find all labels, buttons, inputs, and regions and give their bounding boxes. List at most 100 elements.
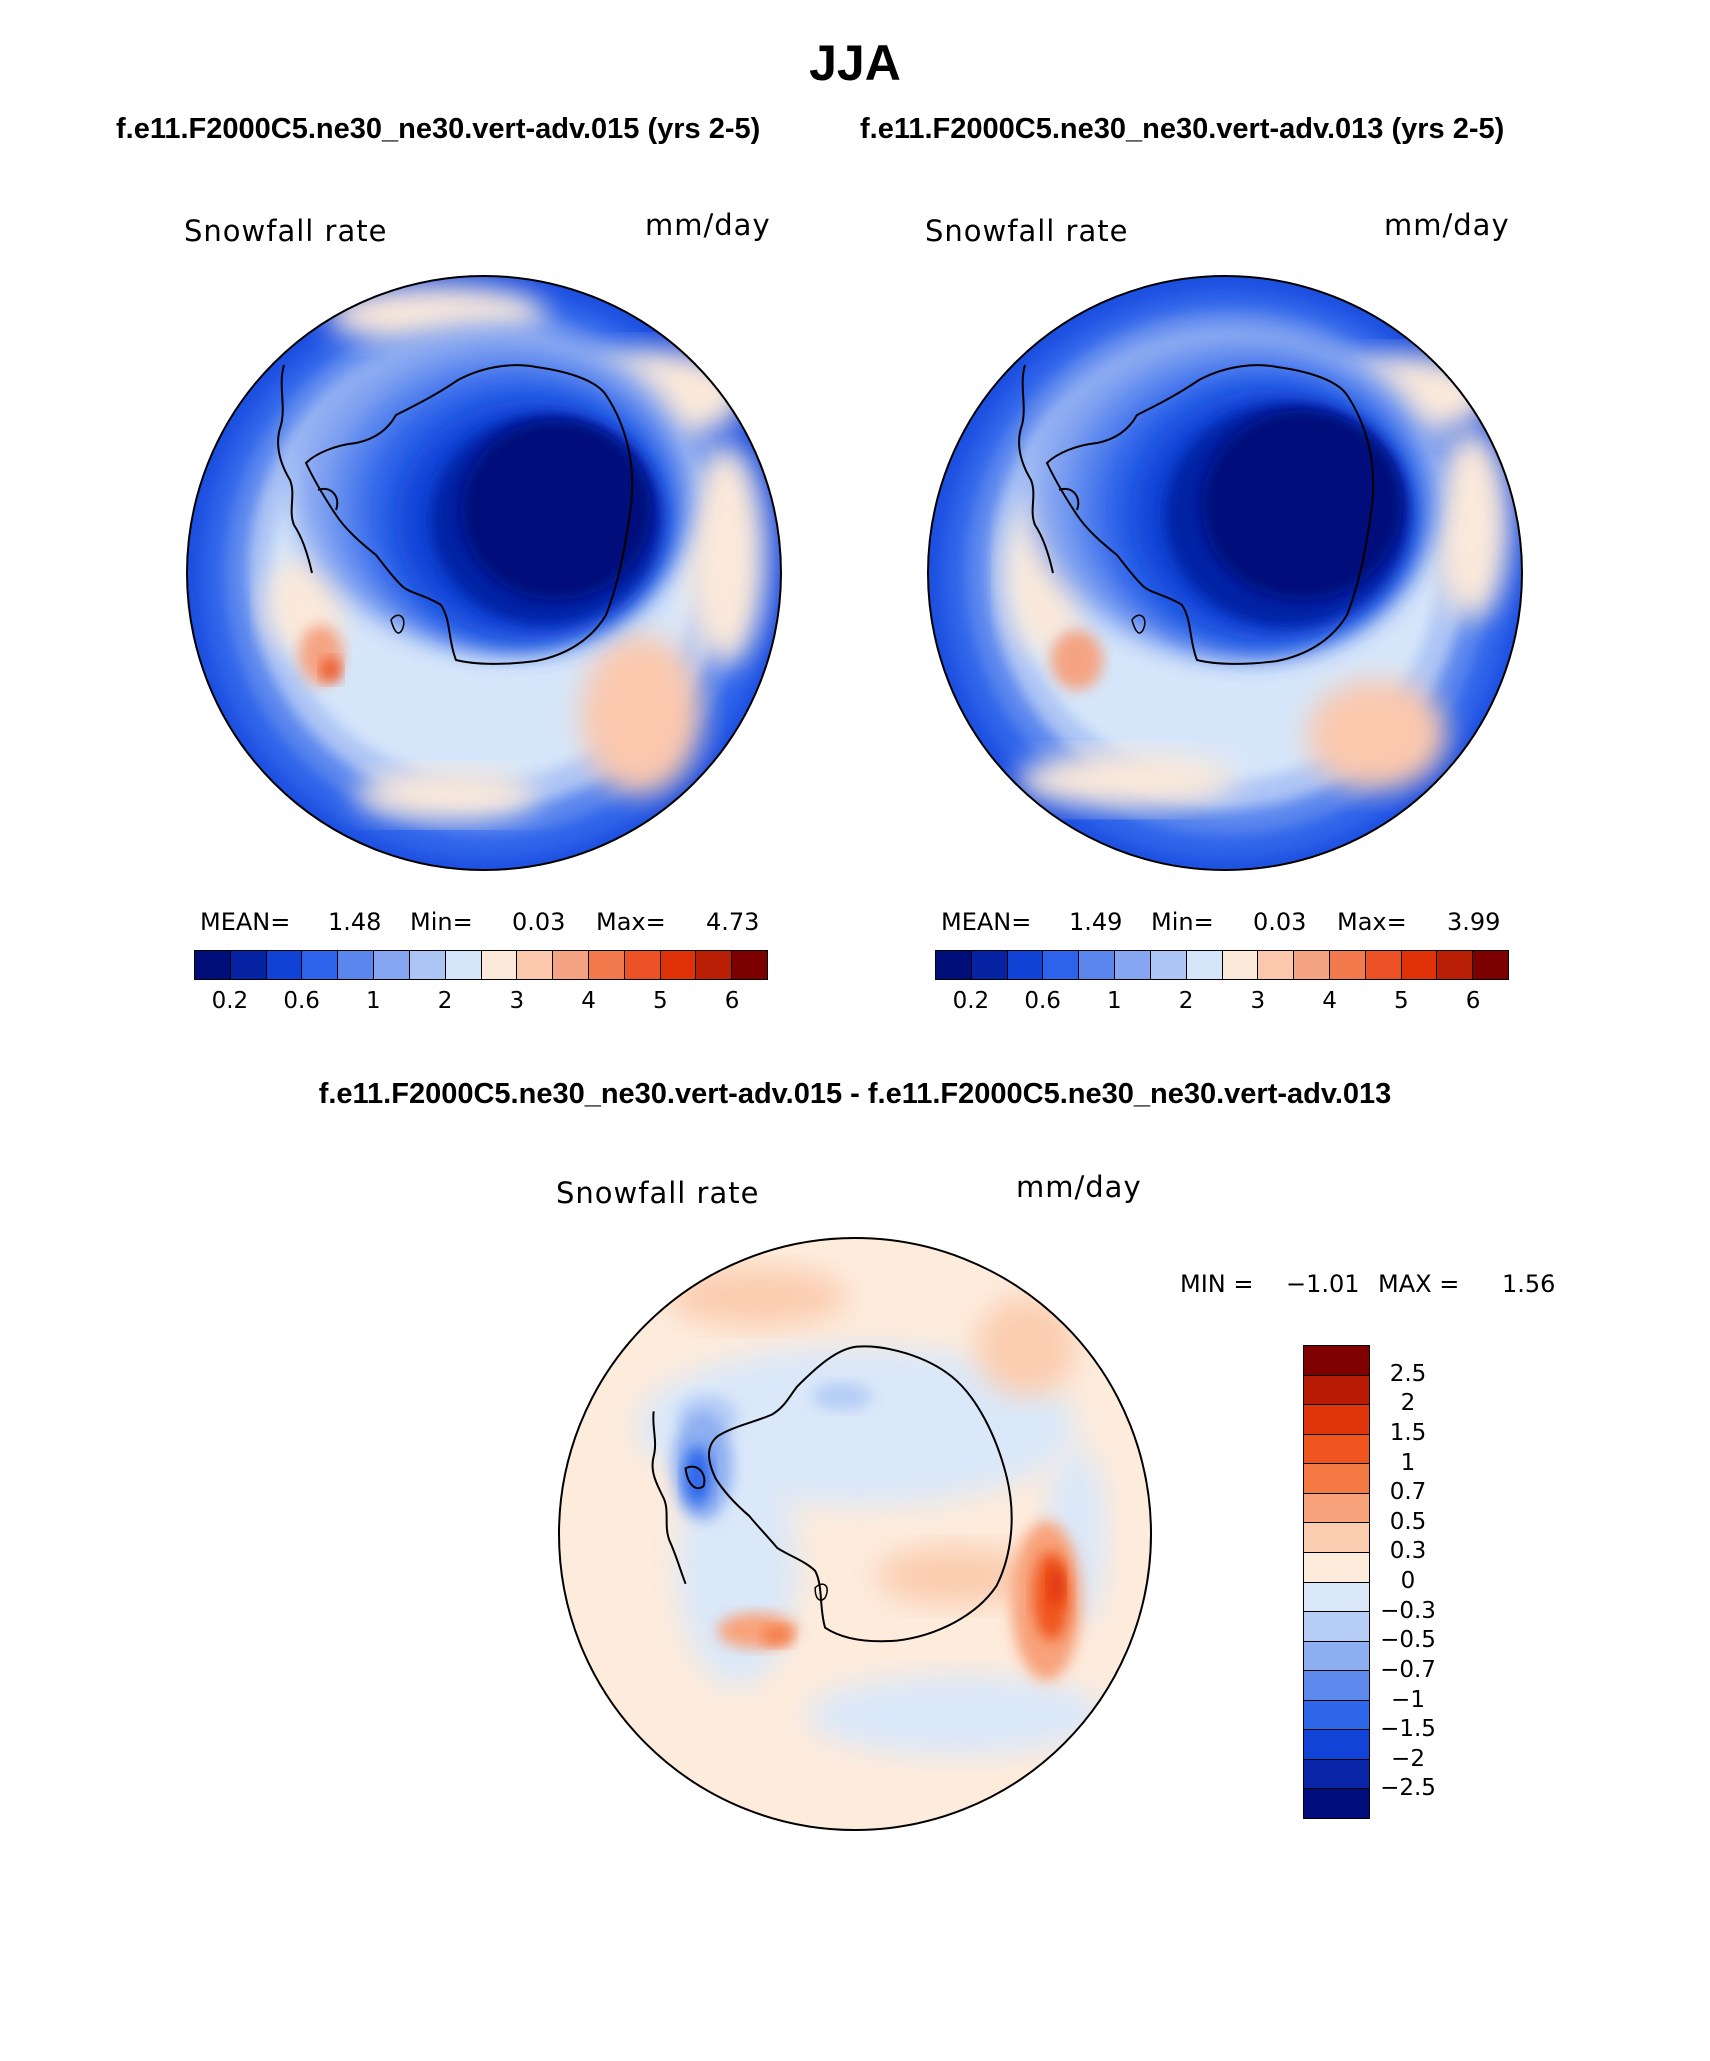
- colorbar-tick-label: 3: [1250, 988, 1266, 1014]
- colorbar-tick-label: −1.5: [1380, 1716, 1436, 1743]
- colorbar-swatch: [374, 951, 410, 979]
- colorbar-swatch: [732, 951, 767, 979]
- colorbar-swatch: [1186, 951, 1223, 979]
- colorbar-tick-label: 0.2: [952, 988, 990, 1014]
- colorbar-swatch: [1043, 951, 1080, 979]
- panel1-units: mm/day: [645, 208, 771, 242]
- colorbar-swatch: [1304, 1700, 1369, 1731]
- colorbar-swatch: [1304, 1612, 1369, 1642]
- panel1-variable: Snowfall rate: [184, 214, 388, 248]
- diff-max-label: MAX =: [1378, 1270, 1460, 1298]
- panel2-max-value: 3.99: [1447, 908, 1501, 936]
- colorbar-tick-label: 3: [509, 988, 525, 1014]
- colorbar-swatch: [1150, 951, 1187, 979]
- colorbar-swatch: [1115, 951, 1151, 979]
- colorbar-tick-label: 0: [1400, 1568, 1416, 1594]
- colorbar-swatch: [1401, 951, 1438, 979]
- colorbar-tick-label: 0.2: [211, 988, 249, 1014]
- colorbar-swatch: [1304, 1405, 1369, 1435]
- colorbar-tick-label: −2.5: [1380, 1775, 1436, 1802]
- colorbar-swatch: [1304, 1552, 1369, 1583]
- panel1-max-label: Max=: [596, 908, 666, 936]
- colorbar-swatch: [1437, 951, 1474, 979]
- colorbar-swatch: [1304, 1493, 1369, 1524]
- colorbar-tick-label: 0.7: [1389, 1479, 1427, 1506]
- panel2-max-label: Max=: [1337, 908, 1407, 936]
- case-left-title: f.e11.F2000C5.ne30_ne30.vert-adv.015 (yr…: [116, 113, 761, 145]
- colorbar-swatch: [445, 951, 482, 979]
- colorbar-swatch: [409, 951, 446, 979]
- colorbar-swatch: [936, 951, 972, 979]
- colorbar-swatch: [1222, 951, 1259, 979]
- colorbar-tick-label: 6: [1465, 988, 1481, 1014]
- colorbar-tick-label: 2.5: [1389, 1360, 1427, 1387]
- colorbar-swatch: [1258, 951, 1295, 979]
- panel2-units: mm/day: [1384, 208, 1510, 242]
- colorbar-swatch: [481, 951, 518, 979]
- panel1-colorbar: [194, 950, 768, 980]
- panel1-min-value: 0.03: [512, 908, 566, 936]
- colorbar-tick-label: −0.7: [1380, 1656, 1436, 1683]
- colorbar-swatch: [517, 951, 554, 979]
- colorbar-swatch: [266, 951, 303, 979]
- colorbar-tick-label: 0.5: [1389, 1508, 1427, 1535]
- panel2-variable: Snowfall rate: [925, 214, 1129, 248]
- colorbar-tick-label: 1: [1107, 988, 1122, 1014]
- colorbar-swatch: [553, 951, 589, 979]
- colorbar-swatch: [1304, 1523, 1369, 1553]
- colorbar-tick-label: 0.3: [1389, 1538, 1427, 1565]
- colorbar-tick-label: −2: [1391, 1745, 1425, 1772]
- colorbar-tick-label: 5: [653, 988, 668, 1014]
- diff-title: f.e11.F2000C5.ne30_ne30.vert-adv.015 - f…: [318, 1078, 1392, 1110]
- colorbar-swatch: [660, 951, 697, 979]
- diff-colorbar: [1303, 1345, 1370, 1819]
- colorbar-swatch: [1294, 951, 1330, 979]
- panel2-map: [927, 275, 1523, 871]
- colorbar-swatch: [1304, 1671, 1369, 1701]
- colorbar-swatch: [1304, 1434, 1369, 1465]
- colorbar-swatch: [1007, 951, 1044, 979]
- colorbar-tick-label: 2: [1400, 1390, 1416, 1417]
- colorbar-tick-label: 5: [1394, 988, 1409, 1014]
- season-title: JJA: [809, 35, 901, 91]
- colorbar-swatch: [1304, 1582, 1369, 1613]
- panel1-map: [186, 275, 782, 871]
- panel2-min-value: 0.03: [1253, 908, 1307, 936]
- panel2-mean-label: MEAN=: [941, 908, 1032, 936]
- colorbar-tick-label: −0.5: [1380, 1627, 1436, 1654]
- case-right-title: f.e11.F2000C5.ne30_ne30.vert-adv.013 (yr…: [860, 113, 1505, 145]
- colorbar-tick-label: 1: [1400, 1449, 1416, 1476]
- colorbar-swatch: [195, 951, 231, 979]
- diff-max-value: 1.56: [1502, 1270, 1556, 1298]
- colorbar-tick-label: 0.6: [283, 988, 320, 1014]
- colorbar-swatch: [696, 951, 733, 979]
- colorbar-tick-label: 1: [366, 988, 381, 1014]
- colorbar-swatch: [624, 951, 661, 979]
- colorbar-tick-label: 4: [1322, 988, 1337, 1014]
- colorbar-tick-label: 2: [437, 988, 453, 1014]
- colorbar-swatch: [302, 951, 339, 979]
- panel1-max-value: 4.73: [706, 908, 760, 936]
- diff-min-value: −1.01: [1286, 1270, 1360, 1298]
- colorbar-tick-label: −0.3: [1380, 1597, 1436, 1624]
- colorbar-swatch: [338, 951, 375, 979]
- panel2-mean-value: 1.49: [1069, 908, 1123, 936]
- colorbar-tick-label: 2: [1178, 988, 1194, 1014]
- panel2-min-label: Min=: [1151, 908, 1214, 936]
- colorbar-swatch: [230, 951, 267, 979]
- colorbar-swatch: [1304, 1730, 1369, 1760]
- colorbar-swatch: [1304, 1464, 1369, 1494]
- panel1-mean-value: 1.48: [328, 908, 382, 936]
- diff-variable: Snowfall rate: [556, 1176, 760, 1210]
- colorbar-tick-label: 6: [724, 988, 740, 1014]
- colorbar-swatch: [1304, 1789, 1369, 1818]
- colorbar-swatch: [1365, 951, 1402, 979]
- diff-map: [558, 1237, 1152, 1831]
- colorbar-swatch: [1304, 1375, 1369, 1406]
- colorbar-swatch: [588, 951, 625, 979]
- colorbar-swatch: [1079, 951, 1116, 979]
- colorbar-tick-label: 4: [581, 988, 596, 1014]
- panel1-min-label: Min=: [410, 908, 473, 936]
- colorbar-swatch: [1304, 1346, 1369, 1376]
- panel1-mean-label: MEAN=: [200, 908, 291, 936]
